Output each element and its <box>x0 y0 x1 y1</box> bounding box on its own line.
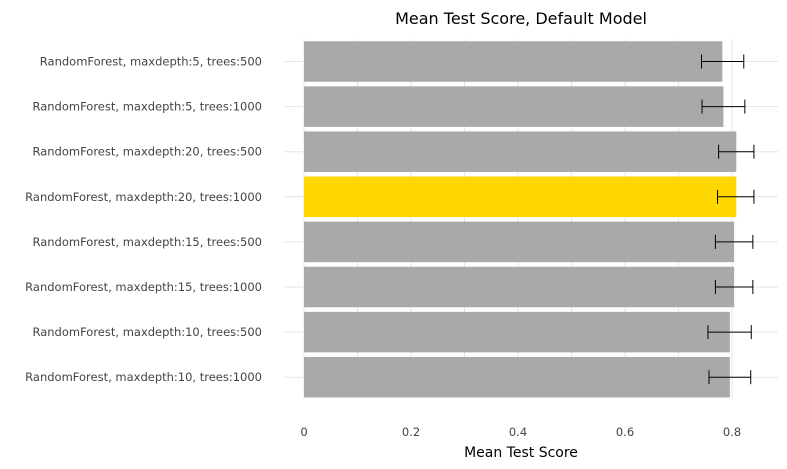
x-tick-labels: 0 0.2 0.4 0.6 0.8 <box>300 425 741 439</box>
bars <box>304 41 737 398</box>
x-tick-label: 0 <box>300 425 307 439</box>
error-bar <box>718 144 755 159</box>
x-tick-label: 0.2 <box>402 425 420 439</box>
x-tick-label: 0.6 <box>616 425 634 439</box>
y-tick-label: RandomForest, maxdepth:5, trees:1000 <box>32 100 262 114</box>
error-bar <box>714 234 754 249</box>
y-tick-label: RandomForest, maxdepth:10, trees:1000 <box>25 370 262 384</box>
y-tick-label: RandomForest, maxdepth:20, trees:500 <box>32 145 262 159</box>
y-tick-labels: RandomForest, maxdepth:5, trees:500 Rando… <box>25 55 262 385</box>
bar <box>304 86 724 127</box>
bar <box>304 266 735 308</box>
bar <box>304 311 730 353</box>
bar <box>304 356 730 398</box>
x-tick-label: 0.8 <box>723 425 741 439</box>
bar <box>304 41 723 82</box>
y-tick-label: RandomForest, maxdepth:20, trees:1000 <box>25 190 262 204</box>
error-bar <box>714 280 754 294</box>
y-tick-label: RandomForest, maxdepth:15, trees:500 <box>32 235 262 249</box>
error-bars <box>701 54 755 385</box>
bar-highlighted <box>304 176 737 218</box>
bar <box>304 131 737 172</box>
error-bar <box>701 54 745 69</box>
bar <box>304 221 735 263</box>
error-bar <box>708 370 752 385</box>
error-bar <box>701 99 746 114</box>
chart-title: Mean Test Score, Default Model <box>395 9 647 28</box>
error-bar <box>707 325 752 340</box>
y-tick-label: RandomForest, maxdepth:10, trees:500 <box>32 325 262 339</box>
y-tick-label: RandomForest, maxdepth:5, trees:500 <box>40 55 262 69</box>
error-bar <box>717 189 755 204</box>
x-tick-label: 0.4 <box>509 425 527 439</box>
x-axis-label: Mean Test Score <box>464 445 578 461</box>
y-tick-label: RandomForest, maxdepth:15, trees:1000 <box>25 280 262 294</box>
